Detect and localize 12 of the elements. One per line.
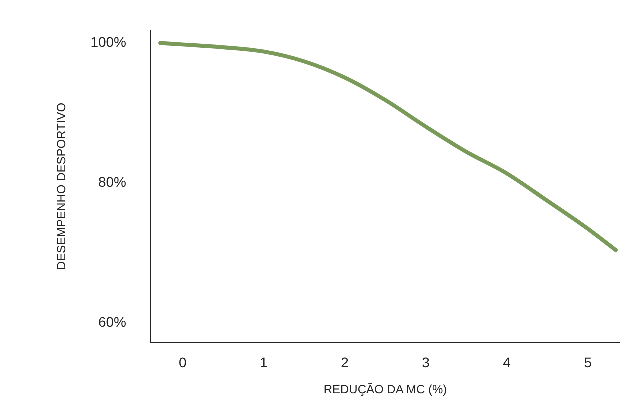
x-tick-label: 4 — [503, 354, 512, 370]
x-tick-label: 0 — [179, 354, 188, 370]
y-tick-label: 100% — [90, 34, 126, 50]
y-tick-label: 60% — [98, 314, 126, 330]
x-tick-label: 3 — [422, 354, 430, 370]
x-tick-label: 1 — [260, 354, 268, 370]
x-tick-label: 2 — [341, 354, 350, 370]
y-axis-title: DESEMPENHO DESPORTIVO — [54, 102, 69, 270]
x-tick-label: 5 — [584, 354, 592, 370]
y-tick-label: 80% — [98, 174, 126, 190]
x-axis-title: REDUÇÃO DA MC (%) — [324, 382, 448, 396]
line-series — [158, 41, 618, 252]
